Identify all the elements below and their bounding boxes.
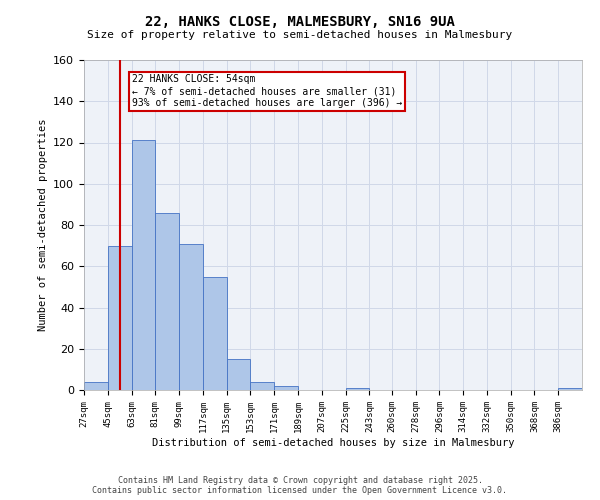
Text: 22 HANKS CLOSE: 54sqm
← 7% of semi-detached houses are smaller (31)
93% of semi-: 22 HANKS CLOSE: 54sqm ← 7% of semi-detac… [131,74,402,108]
Text: Size of property relative to semi-detached houses in Malmesbury: Size of property relative to semi-detach… [88,30,512,40]
Bar [131,140,155,390]
Text: 22, HANKS CLOSE, MALMESBURY, SN16 9UA: 22, HANKS CLOSE, MALMESBURY, SN16 9UA [145,15,455,29]
Bar [274,386,298,390]
Y-axis label: Number of semi-detached properties: Number of semi-detached properties [38,118,47,331]
Text: Contains HM Land Registry data © Crown copyright and database right 2025.
Contai: Contains HM Land Registry data © Crown c… [92,476,508,495]
X-axis label: Distribution of semi-detached houses by size in Malmesbury: Distribution of semi-detached houses by … [152,438,514,448]
Bar [203,276,227,390]
Bar [84,382,108,390]
Bar [155,212,179,390]
Bar [346,388,370,390]
Bar [558,388,582,390]
Bar [179,244,203,390]
Bar [227,359,250,390]
Bar [250,382,274,390]
Bar [108,246,131,390]
